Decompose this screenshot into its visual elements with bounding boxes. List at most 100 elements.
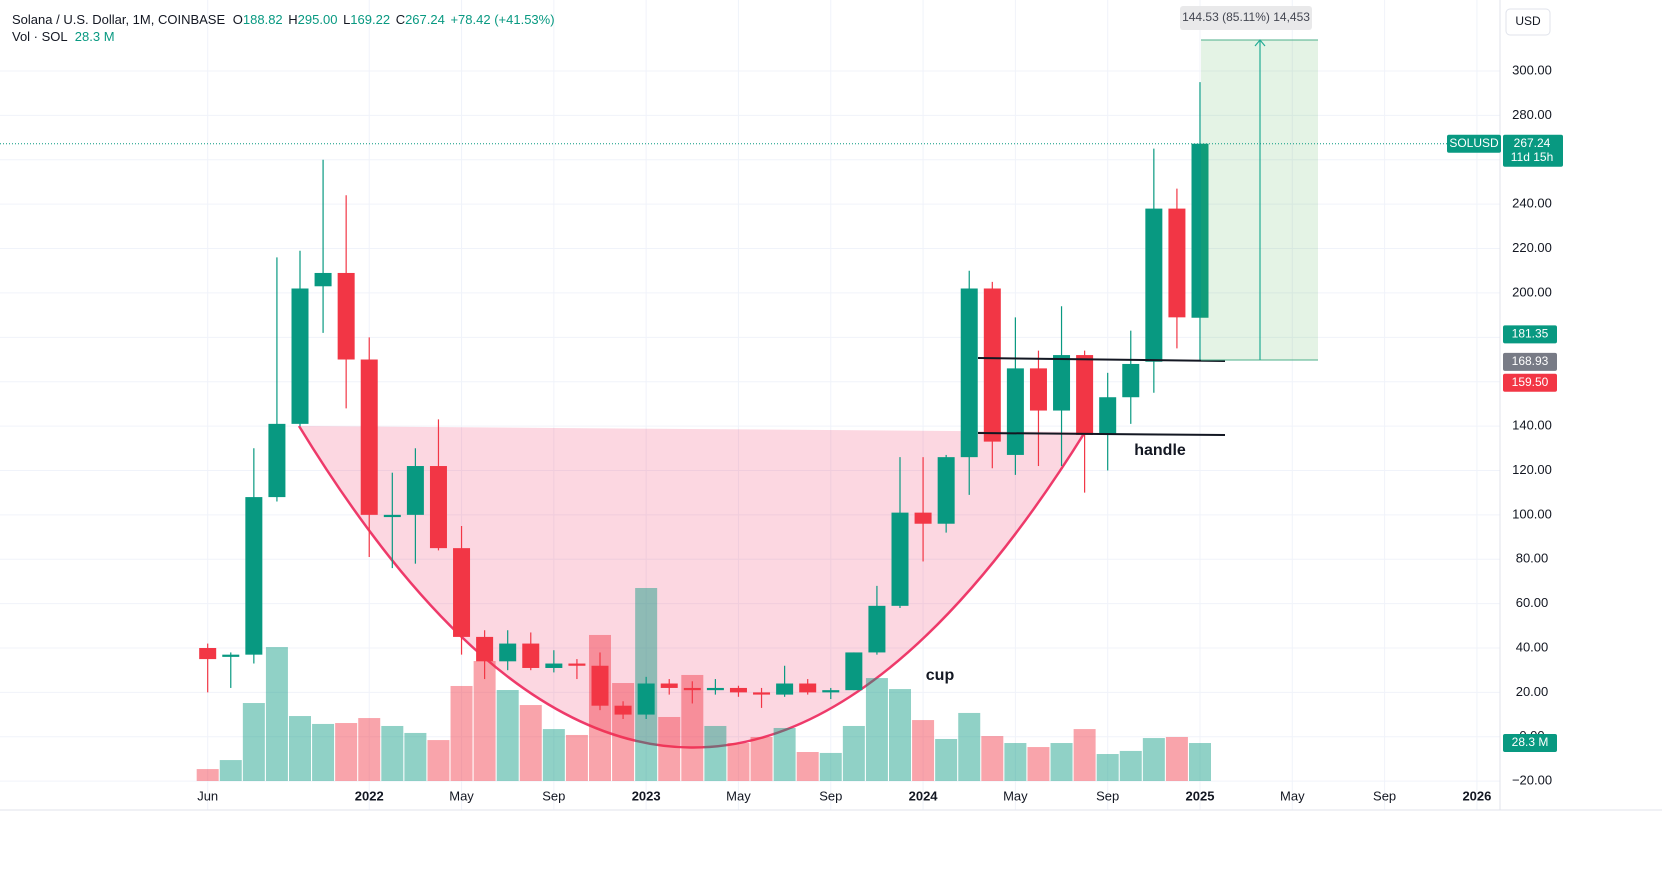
measure-label-box <box>1180 6 1312 30</box>
y-tick-label: 220.00 <box>1512 240 1552 255</box>
candle-body <box>1122 363 1140 398</box>
candles <box>199 82 1209 720</box>
price-label-box <box>1503 325 1557 344</box>
legend-value: 169.22 <box>350 12 390 27</box>
volume-bar <box>842 725 865 781</box>
candle-body <box>222 654 240 657</box>
volume-bar <box>1096 754 1119 781</box>
volume-bar <box>450 685 473 781</box>
volume-label: 28.3 M <box>1512 735 1549 749</box>
candle-body <box>868 605 886 653</box>
volume-bar <box>727 743 750 781</box>
volume-bar <box>889 689 911 781</box>
candle-body <box>1191 143 1209 318</box>
volume-title: Vol · SOL <box>12 29 67 44</box>
candle-body <box>1029 368 1047 411</box>
volume-bar <box>681 674 704 781</box>
volume-bar <box>496 690 519 781</box>
measure-arrowhead <box>1254 39 1266 47</box>
handle-line <box>977 432 1226 436</box>
annotation: cup <box>926 667 955 684</box>
cup-curve <box>297 425 1087 749</box>
y-tick-label: 280.00 <box>1512 107 1552 122</box>
candle-body <box>753 692 771 695</box>
grid <box>0 0 1500 810</box>
measure-label: 144.53 (85.11%) 14,453 <box>1182 10 1310 24</box>
x-tick-label: Sep <box>542 788 565 803</box>
candle-body <box>337 272 355 360</box>
y-tick-label: 80.00 <box>1516 551 1549 566</box>
y-tick-label: 120.00 <box>1512 462 1552 477</box>
candle-body <box>614 705 632 715</box>
candle-body <box>1076 355 1094 435</box>
currency-label[interactable]: USD <box>1515 14 1541 28</box>
candle-body <box>545 663 563 668</box>
price-label: 181.35 <box>1512 326 1549 340</box>
candle-body <box>429 466 447 549</box>
candle-body <box>822 690 840 693</box>
volume-bar <box>542 729 565 781</box>
volume-bar <box>1050 743 1073 781</box>
price-box <box>1503 134 1563 167</box>
x-tick-label: May <box>1003 788 1028 803</box>
volume-bar <box>1189 743 1211 781</box>
currency-button[interactable] <box>1505 8 1551 36</box>
volume-bars <box>196 588 1211 781</box>
volume-bar <box>473 661 496 781</box>
candle-body <box>1168 208 1186 318</box>
volume-bar <box>427 740 450 781</box>
volume-bar <box>658 716 681 781</box>
candle-body <box>406 466 424 515</box>
candle-body <box>706 687 724 691</box>
candle-body <box>1145 208 1163 362</box>
volume-bar <box>335 723 358 781</box>
handle-line <box>977 357 1226 362</box>
legend-key: L <box>343 12 350 27</box>
axes: −20.000.0020.0040.0060.0080.00100.00120.… <box>0 62 1563 803</box>
price-label: 168.93 <box>1512 354 1549 368</box>
legend-key: C <box>396 12 405 27</box>
candle-body <box>591 665 609 706</box>
x-tick-label: Sep <box>1096 788 1119 803</box>
x-tick-label: Jun <box>197 788 218 803</box>
legend-key: H <box>288 12 297 27</box>
volume-bar <box>289 716 311 781</box>
candle-body <box>245 497 263 655</box>
volume-bar <box>912 720 935 781</box>
volume-bar <box>704 725 727 781</box>
volume-bar <box>1073 729 1096 781</box>
legend: Solana / U.S. Dollar, 1M, COINBASE O188.… <box>12 12 555 27</box>
symbol-label: SOLUSD <box>1449 136 1499 150</box>
y-tick-label: 100.00 <box>1512 506 1552 521</box>
y-tick-label: 20.00 <box>1516 684 1549 699</box>
candle-body <box>268 423 286 498</box>
volume-bar <box>404 732 427 781</box>
price-label-box <box>1503 373 1557 392</box>
candle-body <box>960 288 978 458</box>
annotation: handle <box>1134 442 1186 459</box>
candle-body <box>199 648 217 660</box>
volume-value: 28.3 M <box>75 29 115 44</box>
candle-body <box>383 514 401 518</box>
x-tick-label: Sep <box>1373 788 1396 803</box>
volume-bar <box>1119 750 1142 781</box>
volume-bar <box>819 752 842 781</box>
candle-body <box>937 457 955 524</box>
x-tick-label: 2024 <box>909 788 939 803</box>
y-tick-label: 40.00 <box>1516 639 1549 654</box>
cup-area <box>299 426 1085 748</box>
candle-body <box>453 548 471 637</box>
legend-key: O <box>233 12 243 27</box>
volume-bar <box>1004 743 1027 781</box>
candle-body <box>499 643 517 662</box>
candle-body <box>660 683 678 688</box>
legend-value: 267.24 <box>405 12 445 27</box>
candle-body <box>568 663 586 666</box>
candle-body <box>683 687 701 691</box>
price-label: 159.50 <box>1512 375 1549 389</box>
volume-bar <box>1142 738 1165 781</box>
legend-value: 295.00 <box>298 12 338 27</box>
candle-body <box>914 512 932 524</box>
volume-bar <box>612 683 635 781</box>
